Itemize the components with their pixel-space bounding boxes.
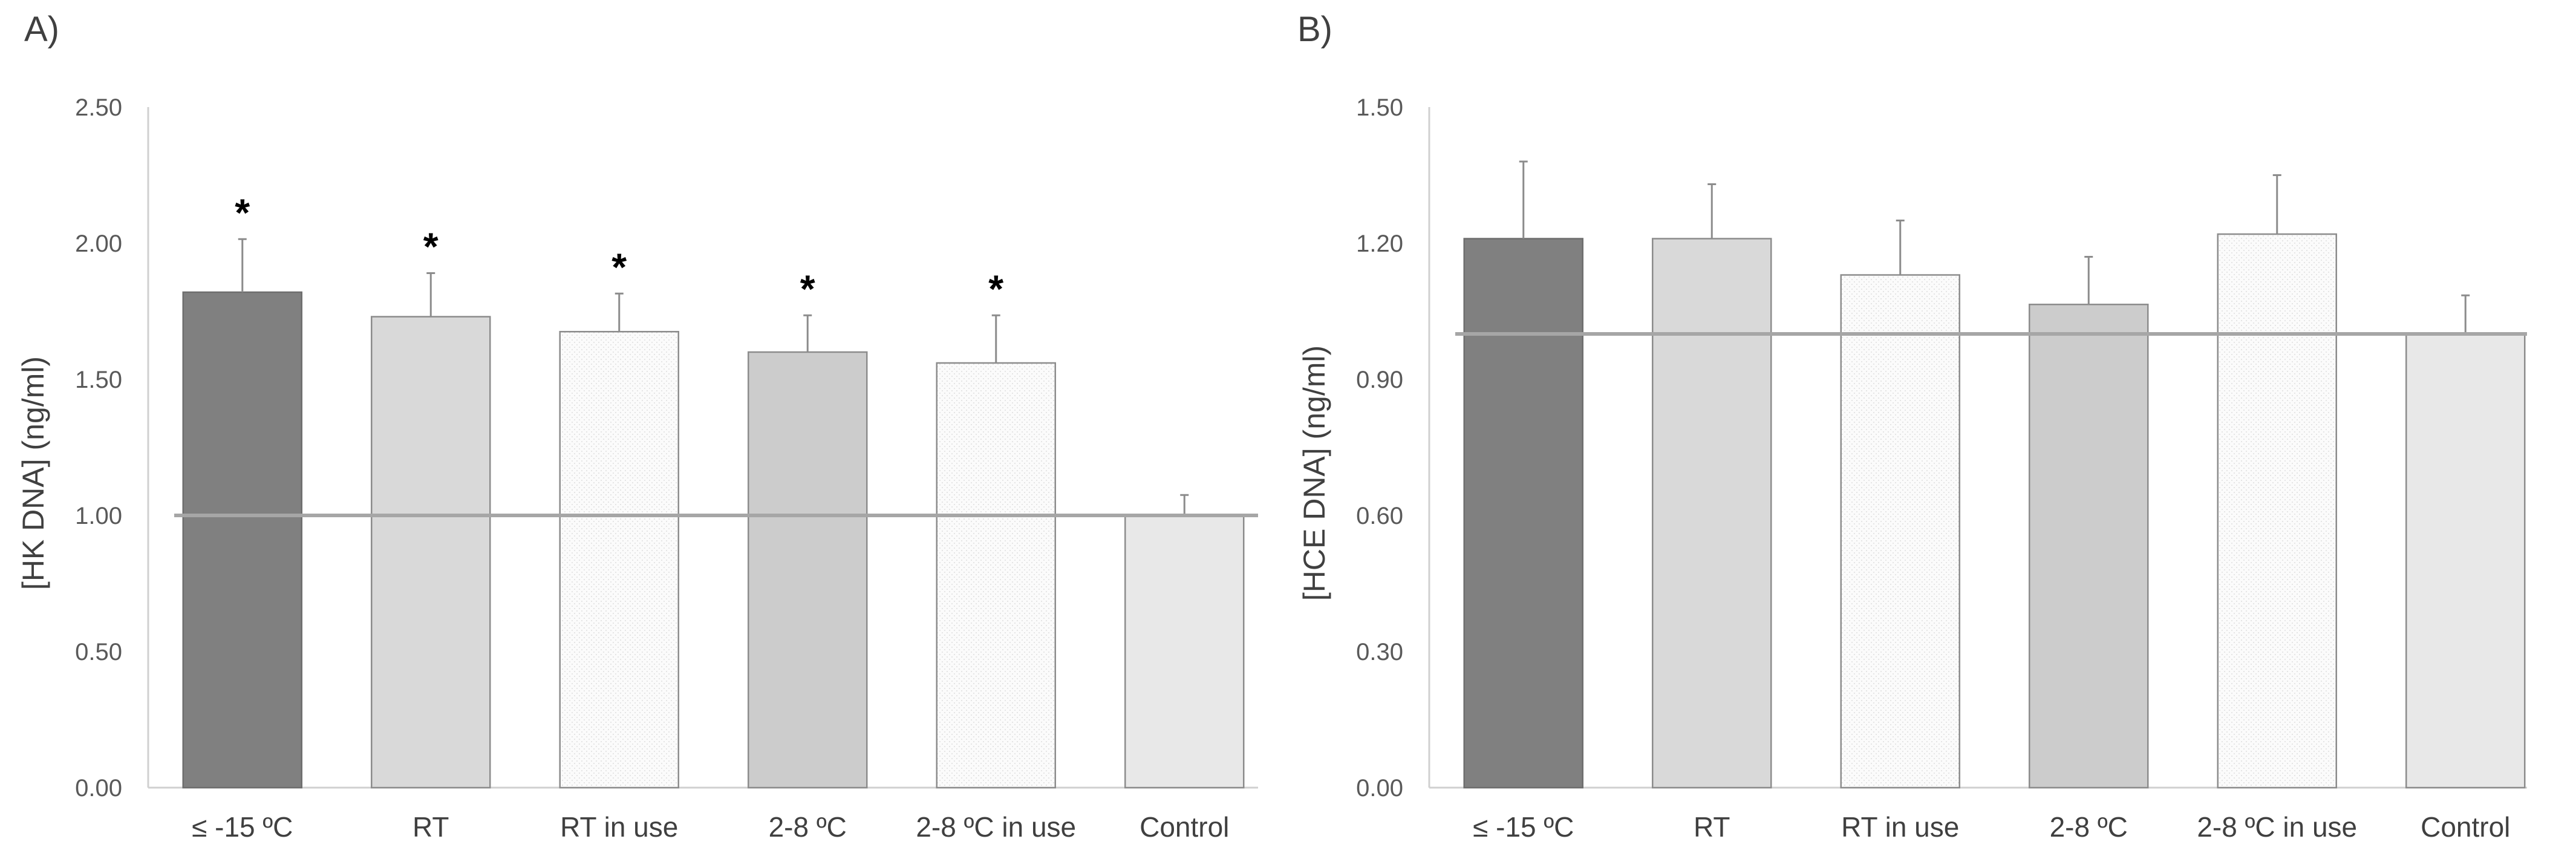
panel-b-category-label-3: 2-8 ºC xyxy=(2050,811,2128,843)
panel-a-ytick-label: 2.00 xyxy=(75,230,122,257)
panel-a-significance-marker-2: * xyxy=(611,245,627,289)
panel-b-bar-0 xyxy=(1463,238,1583,789)
panel-b-bar-1 xyxy=(1652,238,1772,789)
panel-b-bar-2 xyxy=(1840,274,1960,789)
panel-a-bar-2 xyxy=(559,331,679,789)
panel-a-significance-marker-4: * xyxy=(988,267,1003,310)
panel-b-ytick-label: 0.30 xyxy=(1356,639,1403,665)
panel-a-category-label-3: 2-8 ºC xyxy=(769,811,847,843)
panel-a-significance-marker-3: * xyxy=(800,267,815,310)
panel-a-ytick-label: 0.00 xyxy=(75,775,122,802)
panel-b-ytick-label: 1.20 xyxy=(1356,230,1403,257)
panel-a-bar-5 xyxy=(1124,514,1245,789)
panel-a-ytick-label: 1.50 xyxy=(75,367,122,393)
panel-a-bar-3 xyxy=(748,351,868,789)
panel-b-category-label-0: ≤ -15 ºC xyxy=(1473,811,1574,843)
panel-a-significance-marker-0: * xyxy=(235,191,250,234)
panel-a-bar-1 xyxy=(371,316,491,789)
panel-b-ytick-label: 0.60 xyxy=(1356,503,1403,529)
panel-a-bar-0 xyxy=(182,291,302,789)
panel-a-y-axis-title: [HK DNA] (ng/ml) xyxy=(16,356,50,590)
panel-b-category-label-1: RT xyxy=(1694,811,1730,843)
panel-a-category-label-4: 2-8 ºC in use xyxy=(916,811,1076,843)
panel-a-category-label-2: RT in use xyxy=(560,811,678,843)
panel-b-label: B) xyxy=(1297,10,1332,49)
panel-a-category-label-1: RT xyxy=(412,811,449,843)
panel-a-ytick-label: 2.50 xyxy=(75,94,122,121)
panel-a-category-label-0: ≤ -15 ºC xyxy=(192,811,293,843)
panel-a-ytick-label: 1.00 xyxy=(75,503,122,529)
panel-a-label: A) xyxy=(24,10,59,49)
panel-b-category-label-2: RT in use xyxy=(1841,811,1959,843)
panel-a-significance-marker-1: * xyxy=(423,225,439,269)
panel-a-bar-4 xyxy=(936,362,1056,789)
panel-b-bar-4 xyxy=(2217,233,2337,789)
panel-b-ytick-label: 0.90 xyxy=(1356,367,1403,393)
panel-a-ytick-label: 0.50 xyxy=(75,639,122,665)
panel-b-category-label-5: Control xyxy=(2421,811,2510,843)
panel-a-category-label-5: Control xyxy=(1140,811,1229,843)
panel-b-ytick-label: 1.50 xyxy=(1356,94,1403,121)
panel-b-y-axis-title: [HCE DNA] (ng/ml) xyxy=(1297,345,1331,601)
panel-b-ytick-label: 0.00 xyxy=(1356,775,1403,802)
panel-b-category-label-4: 2-8 ºC in use xyxy=(2197,811,2357,843)
panel-b-bar-5 xyxy=(2405,333,2526,789)
panel-b-bar-3 xyxy=(2029,304,2149,789)
